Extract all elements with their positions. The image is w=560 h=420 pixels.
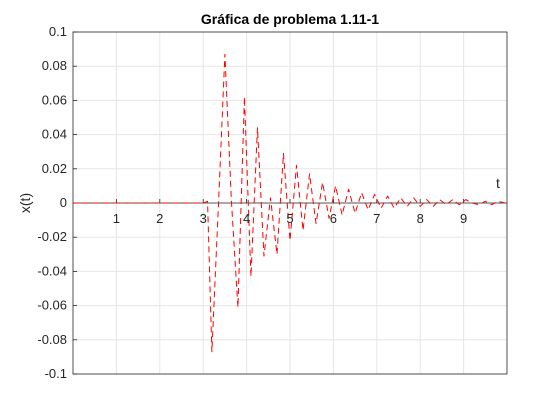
- x-tick-label: 1: [113, 211, 120, 226]
- y-tick-label: 0.02: [42, 161, 67, 176]
- y-tick-label: 0.06: [42, 92, 67, 107]
- y-tick-label: -0.04: [37, 263, 67, 278]
- y-tick-label: -0.1: [45, 366, 67, 381]
- x-tick-label: 6: [330, 211, 337, 226]
- y-tick-label: 0: [60, 195, 67, 210]
- series-group: [73, 53, 508, 353]
- series-line: [73, 53, 508, 353]
- x-tick-label: 4: [243, 211, 250, 226]
- x-tick-label: 5: [286, 211, 293, 226]
- y-tick-label: -0.02: [37, 229, 67, 244]
- y-tick-label: 0.1: [49, 24, 67, 39]
- y-tick-label: -0.08: [37, 332, 67, 347]
- y-tick-label: 0.08: [42, 58, 67, 73]
- x-tick-label: 2: [156, 211, 163, 226]
- plot-frame: [72, 31, 508, 375]
- x-tick-label: 3: [200, 211, 207, 226]
- y-tick-label: 0.04: [42, 127, 67, 142]
- x-tick-label: 7: [373, 211, 380, 226]
- chart-title: Gráfica de problema 1.11-1: [201, 11, 379, 27]
- x-axis-label: t: [496, 175, 500, 191]
- x-tick-label: 9: [460, 211, 467, 226]
- y-tick-label: -0.06: [37, 298, 67, 313]
- y-axis-label: x(t): [17, 193, 33, 213]
- x-tick-label: 8: [417, 211, 424, 226]
- tick-labels: 1 2 3 4 5 6 7 8 9 -0.1 -0.08 -0.06 -0.04 -0.02 0 0.02 0.…: [37, 24, 467, 381]
